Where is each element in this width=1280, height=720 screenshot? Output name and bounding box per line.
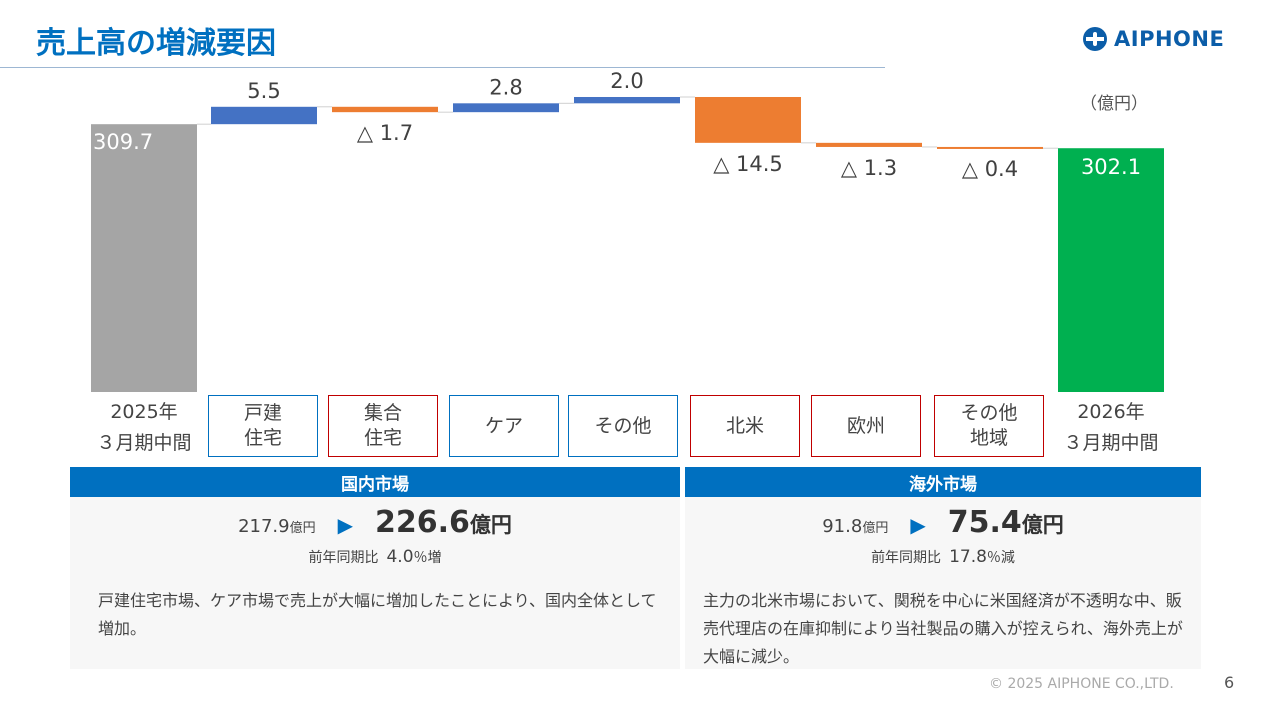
category-label-2: 集合 住宅 [328, 395, 438, 457]
bar-step-5-value-label: △ 14.5 [713, 152, 783, 176]
domestic-header: 国内市場 [70, 467, 680, 497]
title-divider [0, 67, 885, 68]
category-label-5: 北米 [690, 395, 800, 457]
overseas-figures: 91.8 億円 ▶ 75.4 億円 [685, 505, 1201, 540]
bar-step-6-value-label: △ 1.3 [841, 156, 897, 180]
domestic-figures: 217.9 億円 ▶ 226.6 億円 [70, 505, 680, 540]
overseas-description: 主力の北米市場において、関税を中心に米国経済が不透明な中、販売代理店の在庫抑制に… [703, 591, 1183, 666]
domestic-unit: 億円 [469, 513, 512, 537]
overseas-arrow-icon: ▶ [910, 513, 926, 537]
bar-end-value-label: 302.1 [1081, 155, 1141, 179]
company-logo: AIPHONE [1082, 26, 1224, 52]
overseas-yoy-value: 17.8 [949, 547, 987, 567]
bar-step-3-value-label: 2.8 [489, 75, 522, 99]
overseas-prev-unit: 億円 [862, 521, 889, 536]
bar-step-2 [332, 106, 438, 113]
bar-step-1-value-label: 5.5 [247, 79, 280, 103]
page-number: 6 [1224, 673, 1235, 692]
bar-step-4 [574, 96, 680, 104]
category-label-6: 欧州 [811, 395, 921, 457]
overseas-panel: 91.8 億円 ▶ 75.4 億円 前年同期比 17.8％減 主力の北米市場におい… [685, 497, 1201, 669]
overseas-yoy-label: 前年同期比 [871, 550, 942, 566]
bar-start-value-label: 309.7 [93, 130, 153, 154]
category-label-end: 2026年 ３月期中間 [1063, 401, 1159, 454]
bar-end [1058, 148, 1164, 392]
bar-step-4-value-label: 2.0 [610, 69, 643, 93]
domestic-prev-value: 217.9 [238, 516, 290, 537]
category-label-4: その他 [568, 395, 678, 457]
waterfall-chart: 309.7 5.5 △ 1.7 2.8 2.0 △ 14.5 △ 1.3 △ 0.4 302.1 [91, 69, 1164, 392]
category-label-3: ケア [449, 395, 559, 457]
category-label-7: その他 地域 [934, 395, 1044, 457]
overseas-value: 75.4 [947, 505, 1022, 540]
bar-start [91, 124, 197, 392]
category-label-start: 2025年 ３月期中間 [96, 401, 192, 454]
domestic-prev-unit: 億円 [289, 521, 316, 536]
bar-step-5 [695, 96, 801, 143]
copyright: © 2025 AIPHONE CO.,LTD. [989, 676, 1174, 692]
domestic-yoy: 前年同期比 4.0％増 [70, 547, 680, 567]
domestic-description: 戸建住宅市場、ケア市場で売上が大幅に増加したことにより、国内全体として増加。 [98, 591, 657, 638]
domestic-panel: 217.9 億円 ▶ 226.6 億円 前年同期比 4.0％増 戸建住宅市場、ケア… [70, 497, 680, 669]
category-label-1: 戸建 住宅 [208, 395, 318, 457]
bar-step-3 [453, 103, 559, 113]
domestic-yoy-label: 前年同期比 [308, 550, 379, 566]
logo-text: AIPHONE [1114, 27, 1225, 51]
domestic-yoy-value: 4.0 [386, 547, 414, 567]
unit-label: （億円） [1080, 94, 1148, 114]
bar-step-6 [816, 142, 922, 147]
overseas-prev-value: 91.8 [822, 516, 863, 537]
domestic-value: 226.6 [375, 505, 470, 540]
aiphone-logo-icon [1083, 27, 1107, 51]
bar-step-7-value-label: △ 0.4 [962, 157, 1018, 181]
domestic-yoy-suffix: ％増 [413, 550, 442, 566]
bar-step-7 [937, 146, 1043, 149]
bar-step-2-value-label: △ 1.7 [357, 121, 413, 145]
overseas-header: 海外市場 [685, 467, 1201, 497]
page-title: 売上高の増減要因 [36, 26, 276, 61]
overseas-yoy-suffix: ％減 [986, 550, 1015, 566]
overseas-yoy: 前年同期比 17.8％減 [685, 547, 1201, 567]
overseas-unit: 億円 [1021, 513, 1064, 537]
domestic-arrow-icon: ▶ [337, 513, 354, 537]
bar-step-1 [211, 106, 317, 125]
